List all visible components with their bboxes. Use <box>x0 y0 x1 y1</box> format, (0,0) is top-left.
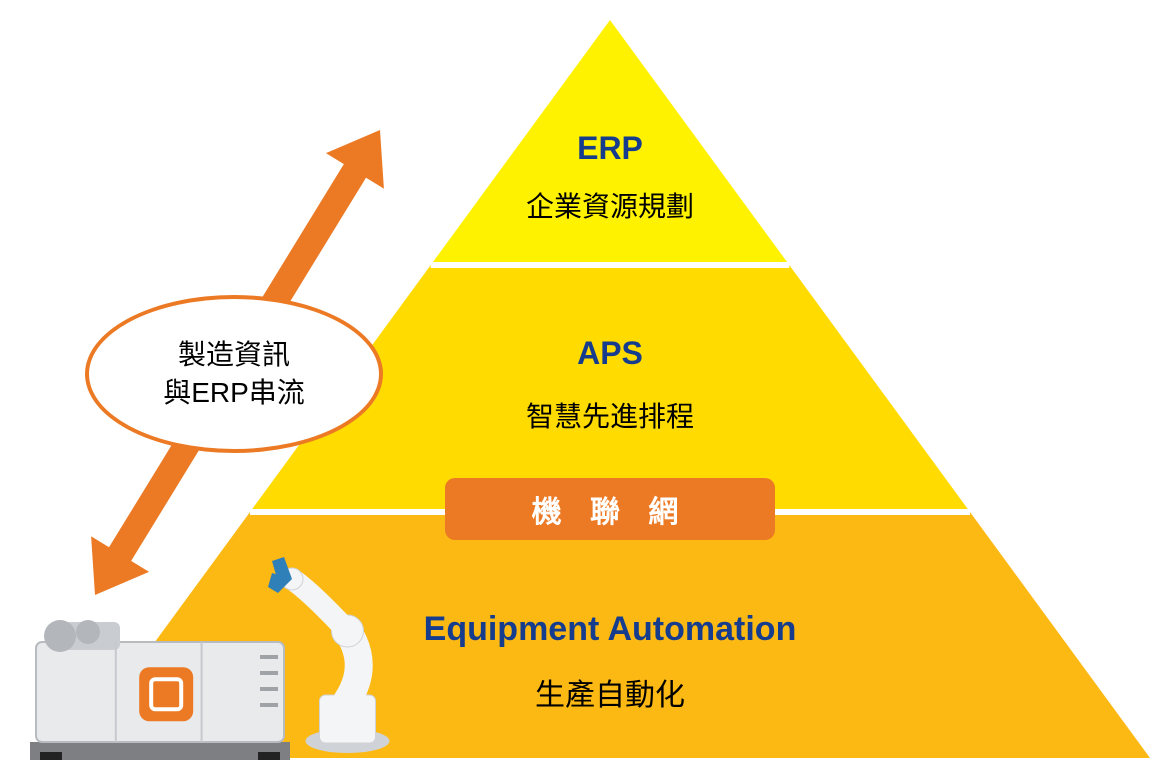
iot-badge: 機 聯 網 <box>445 478 775 540</box>
robot-arm-icon <box>265 555 415 755</box>
tier1-title: ERP <box>410 130 810 167</box>
callout-ellipse: 製造資訊 與ERP串流 <box>85 295 383 453</box>
machine-icon <box>30 600 290 760</box>
tier2-title: APS <box>410 335 810 372</box>
callout-line2: 與ERP串流 <box>163 374 305 412</box>
tier2-subtitle: 智慧先進排程 <box>410 395 810 435</box>
callout-line1: 製造資訊 <box>178 336 290 374</box>
diagram-root: ERP 企業資源規劃 APS 智慧先進排程 機 聯 網 Equipment Au… <box>0 0 1170 777</box>
iot-badge-label: 機 聯 網 <box>532 487 689 531</box>
tier1-subtitle: 企業資源規劃 <box>410 185 810 225</box>
